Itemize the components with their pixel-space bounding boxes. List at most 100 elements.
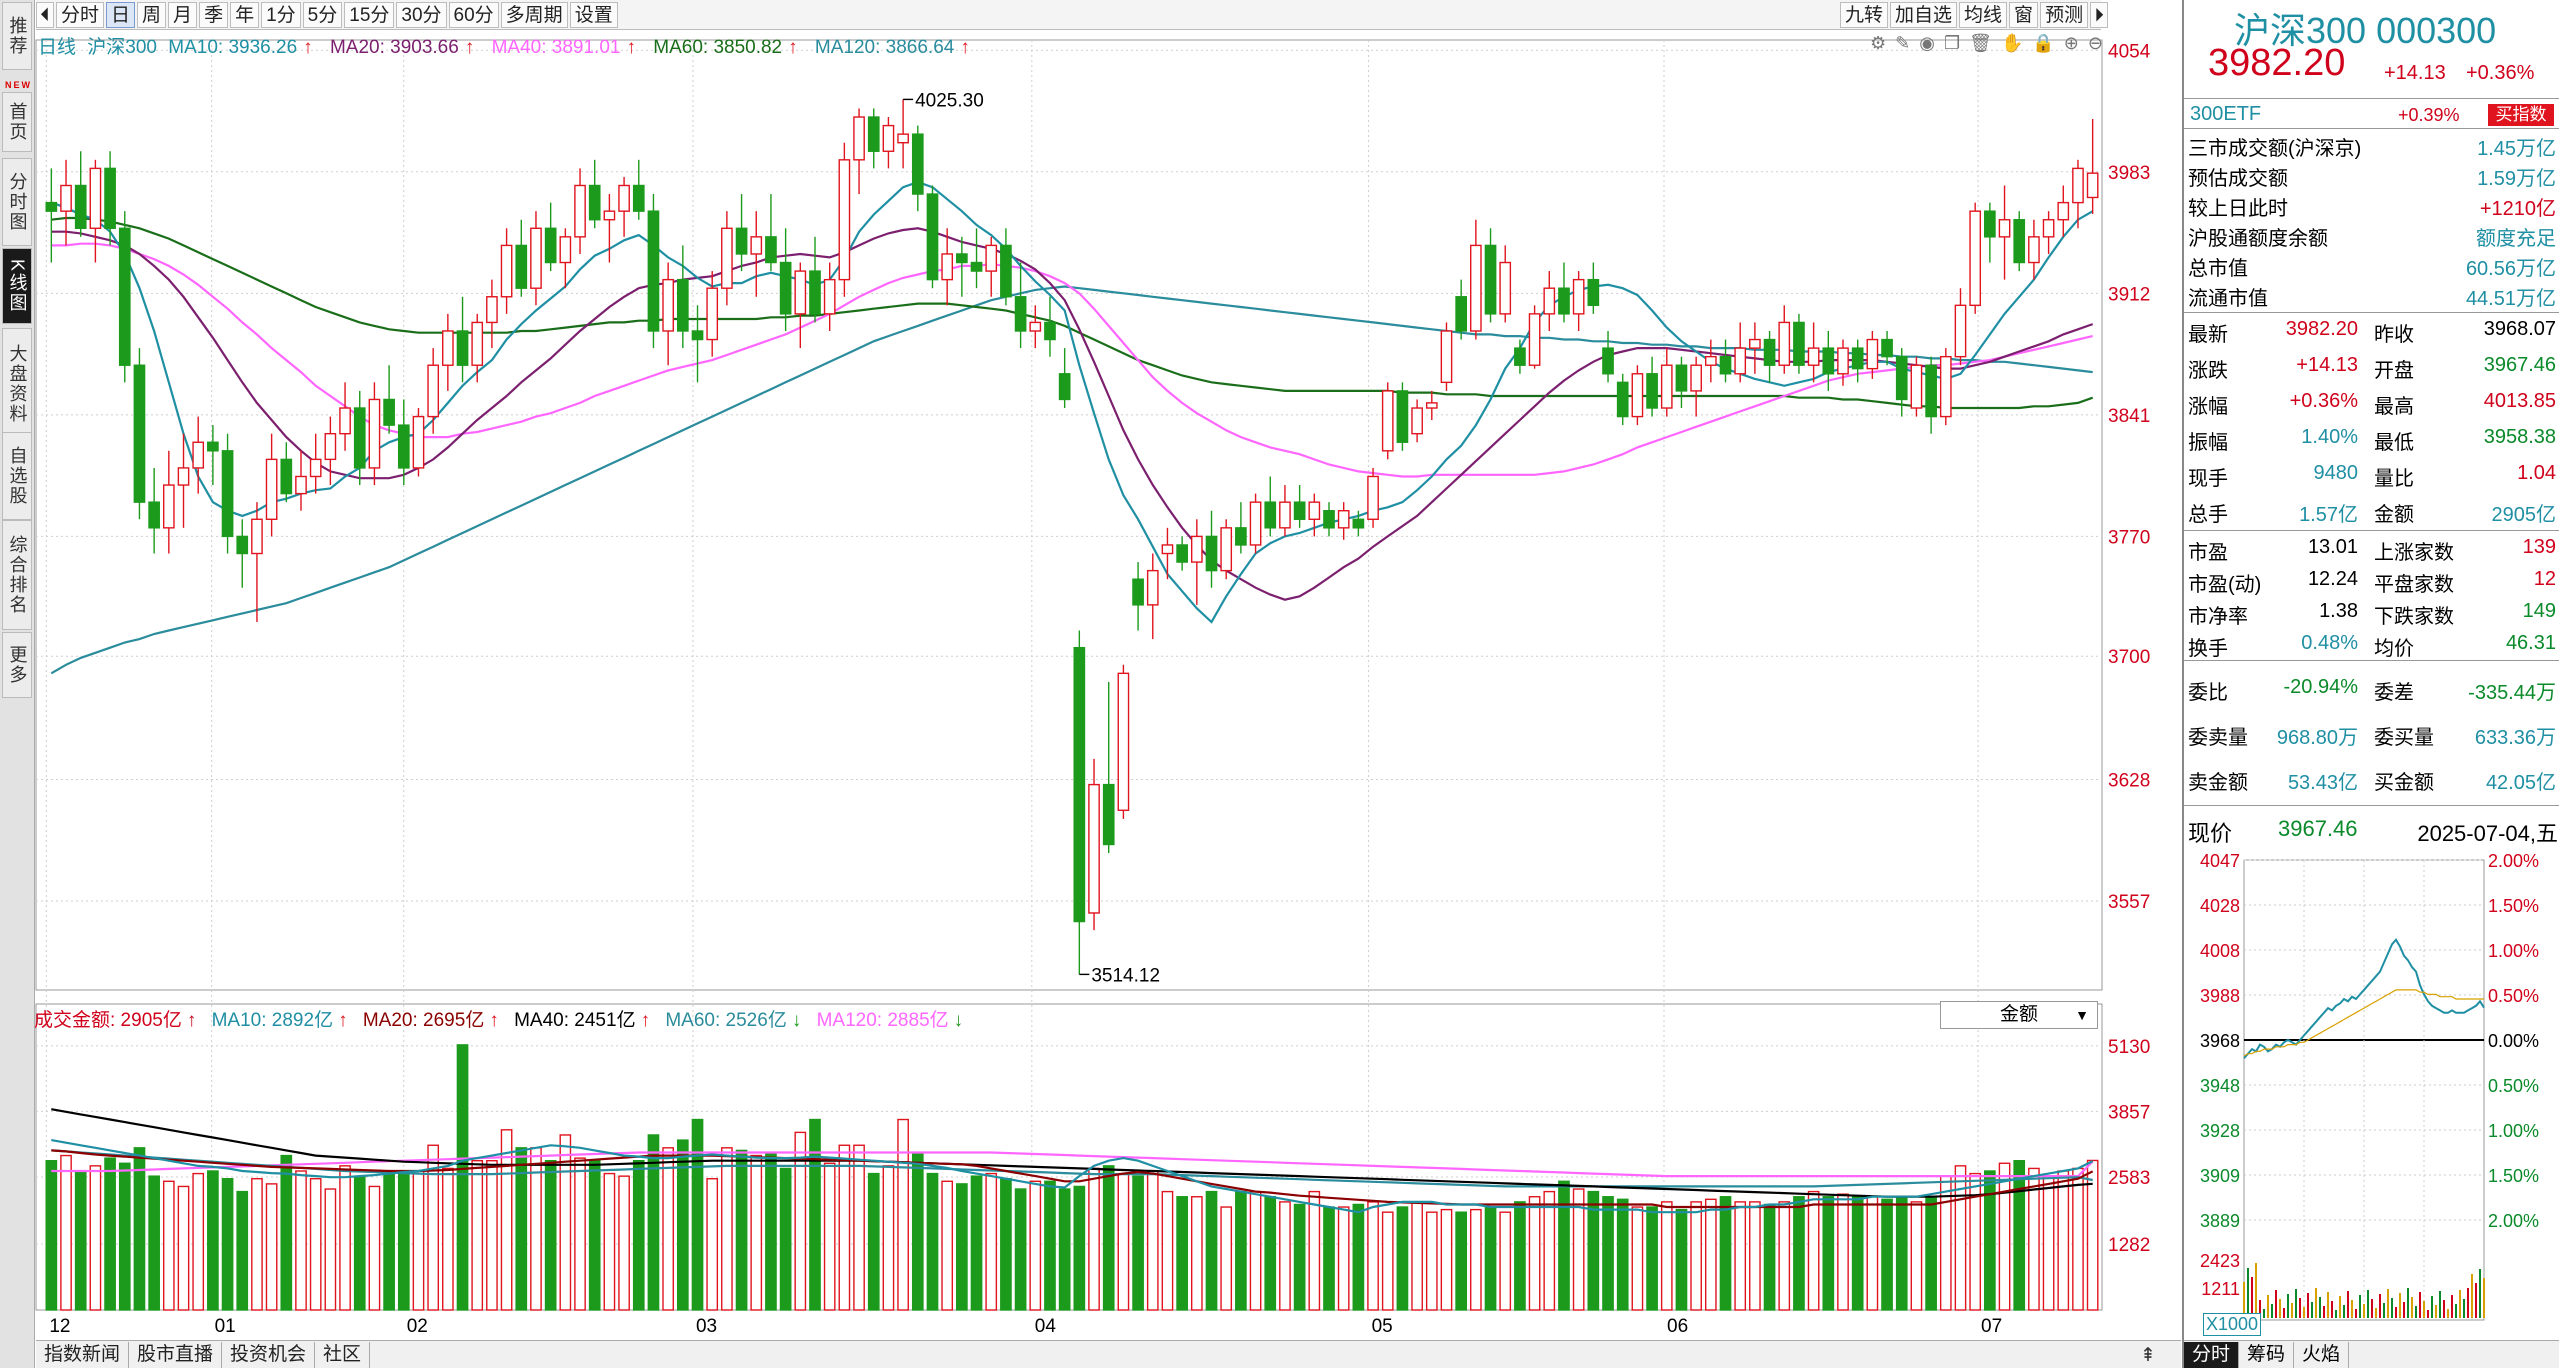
candle-body — [1425, 402, 1438, 409]
hand-icon[interactable]: ✋ — [2000, 33, 2024, 53]
period-tab-月[interactable]: 月 — [168, 1, 198, 28]
toolbar-button-窗[interactable]: 窗 — [2009, 2, 2039, 28]
collapse-left-arrow-icon[interactable]: ⏴ — [36, 1, 54, 28]
period-tab-分时[interactable]: 分时 — [56, 1, 105, 28]
quote_rows-value: 3968.07 — [2483, 318, 2556, 340]
zoom-in-icon[interactable]: ⊕ — [2063, 33, 2079, 53]
volume-bar — [1308, 1190, 1321, 1311]
volume-bar — [897, 1118, 909, 1311]
nav-item-0[interactable]: 推荐 NEW — [2, 2, 32, 90]
bottom-tab-2[interactable]: 投资机会 — [222, 1341, 316, 1368]
pen-icon[interactable]: ✎ — [1895, 33, 1911, 53]
candle-body — [1499, 261, 1512, 315]
eye-icon[interactable]: ◉ — [1919, 33, 1935, 53]
collapse-right-arrow-icon[interactable]: ⏵ — [2090, 2, 2109, 28]
lock-icon[interactable]: 🔒 — [2032, 33, 2055, 53]
period-tab-日[interactable]: 日 — [106, 1, 136, 28]
quote_rows-value: 1.40% — [2301, 426, 2358, 448]
mini-tab-1[interactable]: 筹码 — [2239, 1341, 2295, 1368]
candle — [1308, 493, 1321, 537]
candle-body — [662, 278, 674, 332]
scroll-top-icon[interactable]: ⇞ — [2140, 1345, 2156, 1366]
candle — [456, 296, 469, 383]
candle-body — [500, 244, 513, 298]
period-tab-周[interactable]: 周 — [137, 1, 167, 28]
divider — [2184, 128, 2559, 129]
trash-icon[interactable]: 🗑 — [1969, 33, 1992, 53]
mini-date: 2025-07-04,五 — [2417, 821, 2558, 846]
volume-bar — [853, 1144, 865, 1311]
toolbar-button-预测[interactable]: 预测 — [2040, 2, 2089, 28]
price-tick-label: 3841 — [2108, 406, 2150, 427]
candle-body — [397, 424, 410, 469]
quote_rows-row: 最新 3982.20 昨收 3968.07 — [2188, 318, 2558, 348]
candle-body — [765, 236, 777, 264]
mini-pct-tick: 1.50% — [2488, 896, 2539, 916]
candle-body — [2057, 201, 2070, 221]
volume-scale-badge[interactable]: X1000 — [2203, 1313, 2262, 1336]
volume-bar — [2072, 1167, 2084, 1311]
period-tab-设置[interactable]: 设置 — [569, 1, 618, 28]
val_rows-value: 12 — [2533, 568, 2556, 590]
kline-chart[interactable]: 4054 3983 3912 3841 3770 3700 3628 3557 12 01 02 03… — [0, 0, 2182, 1340]
copy-icon[interactable]: ❐ — [1943, 33, 1961, 53]
nav-item-2[interactable]: 分时图 — [2, 158, 32, 246]
bottom-tab-3[interactable]: 社区 — [315, 1341, 371, 1368]
volume-indicator-select[interactable]: 金额 ▼ — [1940, 1001, 2098, 1029]
period-tab-30分[interactable]: 30分 — [396, 1, 447, 28]
nav-item-7[interactable]: 更多 — [2, 632, 32, 698]
bottom-tab-1[interactable]: 股市直播 — [129, 1341, 223, 1368]
candle-body — [1528, 313, 1541, 366]
volume-bar — [309, 1178, 322, 1311]
candle — [1807, 322, 1820, 383]
period-tab-60分[interactable]: 60分 — [448, 1, 499, 28]
volume-bar — [397, 1170, 410, 1311]
zoom-out-icon[interactable]: ⊖ — [2087, 33, 2103, 53]
nav-item-1[interactable]: 首页 — [2, 92, 32, 152]
mini-price-tick: 3928 — [2200, 1121, 2240, 1141]
period-tab-年[interactable]: 年 — [230, 1, 260, 28]
nav-item-6[interactable]: 综合排名 — [2, 520, 32, 630]
candle-body — [588, 184, 601, 221]
chart-tools: ⚙ ✎ ◉ ❐ 🗑 ✋ 🔒 ⊕ ⊖ — [1870, 33, 2103, 54]
candle-body — [1690, 364, 1702, 392]
mini-tab-0[interactable]: 分时 — [2184, 1341, 2240, 1368]
quote_rows-label: 涨跌 — [2188, 360, 2228, 382]
volume-bar — [1337, 1206, 1350, 1311]
quote_rows-label: 振幅 — [2188, 432, 2228, 454]
volume-bar — [515, 1147, 528, 1311]
period-tab-15分[interactable]: 15分 — [344, 1, 395, 28]
volume-bar — [1807, 1190, 1820, 1311]
nav-item-3[interactable]: K线图 — [2, 248, 32, 324]
volume-bar — [104, 1157, 116, 1311]
date-tick-label: 04 — [1035, 1316, 1057, 1337]
toolbar-button-九转[interactable]: 九转 — [1840, 2, 1889, 28]
nav-item-4[interactable]: 大盘资料 — [2, 328, 32, 440]
volume-bar — [1954, 1165, 1967, 1311]
candle — [89, 159, 102, 263]
intraday-mini-chart[interactable]: 4047 2.00% 4028 1.50% 4008 1.00% 3988 0.50% 3968… — [2184, 840, 2559, 1340]
period-tab-多周期[interactable]: 多周期 — [500, 1, 568, 28]
candle-body — [1411, 407, 1423, 435]
candle-body — [45, 201, 58, 212]
toolbar-button-加自选[interactable]: 加自选 — [1890, 2, 1958, 28]
candle-body — [1088, 783, 1100, 914]
candle-body — [1895, 355, 1908, 401]
etf-name[interactable]: 300ETF — [2190, 103, 2262, 125]
settings-icon[interactable]: ⚙ — [1870, 33, 1887, 53]
candle — [1102, 681, 1115, 854]
toolbar-button-均线[interactable]: 均线 — [1959, 2, 2008, 28]
buy-index-button[interactable]: 买指数 — [2488, 104, 2554, 126]
val_rows-label: 下跌家数 — [2374, 606, 2454, 628]
period-tab-1分[interactable]: 1分 — [261, 1, 301, 28]
bid_rows-value: -20.94% — [2283, 676, 2359, 698]
mini-tab-2[interactable]: 火焰 — [2294, 1341, 2350, 1368]
candle-body — [1646, 373, 1658, 409]
volume-bar — [603, 1172, 616, 1311]
period-tab-季[interactable]: 季 — [199, 1, 229, 28]
candle-body — [1822, 347, 1835, 375]
nav-item-5[interactable]: 自选股 — [2, 432, 32, 520]
bid_rows-label: 委买量 — [2374, 727, 2434, 749]
bottom-tab-0[interactable]: 指数新闻 — [36, 1341, 130, 1368]
period-tab-5分[interactable]: 5分 — [302, 1, 343, 28]
